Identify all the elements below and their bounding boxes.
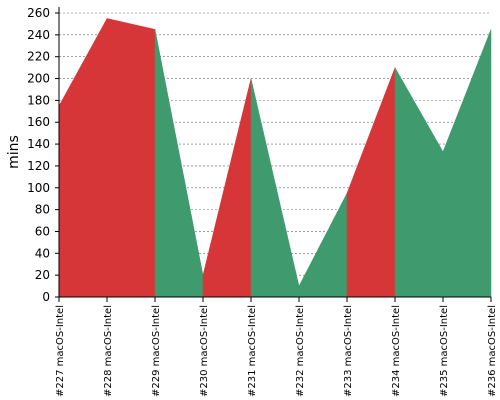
y-tick-label: 200 [27,72,50,86]
y-axis-label: mins [6,135,22,169]
y-tick-label: 220 [27,50,50,64]
x-tick-label: #228 macOS-Intel [103,305,114,397]
x-tick-label: #236 macOS-Intel [487,305,498,397]
y-tick-label: 180 [27,93,50,107]
area-segment-passed [394,66,444,298]
x-tick-label: #229 macOS-Intel [151,305,162,397]
y-tick-label: 20 [35,268,50,282]
y-tick-label: 100 [27,181,50,195]
area-segment-passed [298,193,348,298]
x-tick-label: #235 macOS-Intel [439,305,450,397]
area-series [58,18,492,298]
y-tick-label: 240 [27,28,50,42]
y-tick-label: 0 [42,290,50,304]
x-tick-label: #230 macOS-Intel [199,305,210,397]
y-tick-label: 80 [35,203,50,217]
area-segment-failed [58,18,108,298]
axes [55,7,492,302]
area-segment-passed [154,29,204,298]
y-tick-label: 120 [27,159,50,173]
area-segment-passed [442,29,492,298]
x-tick-label: #233 macOS-Intel [343,305,354,397]
x-tick-label: #231 macOS-Intel [247,305,258,397]
area-segment-failed [202,78,252,298]
area-segment-failed [346,67,396,298]
x-tick-label: #232 macOS-Intel [295,305,306,397]
y-tick-labels: 0 20 40 60 80 100 120 140 160 180 200 220 240 260 [27,6,50,304]
y-tick-label: 60 [35,224,50,238]
y-tick-label: 260 [27,6,50,20]
area-segment-failed [106,18,156,298]
x-tick-label: #234 macOS-Intel [391,305,402,397]
y-tick-label: 40 [35,246,50,260]
x-tick-labels: #227 macOS-Intel #228 macOS-Intel #229 mac… [55,305,498,397]
x-tick-label: #227 macOS-Intel [55,305,66,397]
y-tick-label: 140 [27,137,50,151]
y-tick-label: 160 [27,115,50,129]
